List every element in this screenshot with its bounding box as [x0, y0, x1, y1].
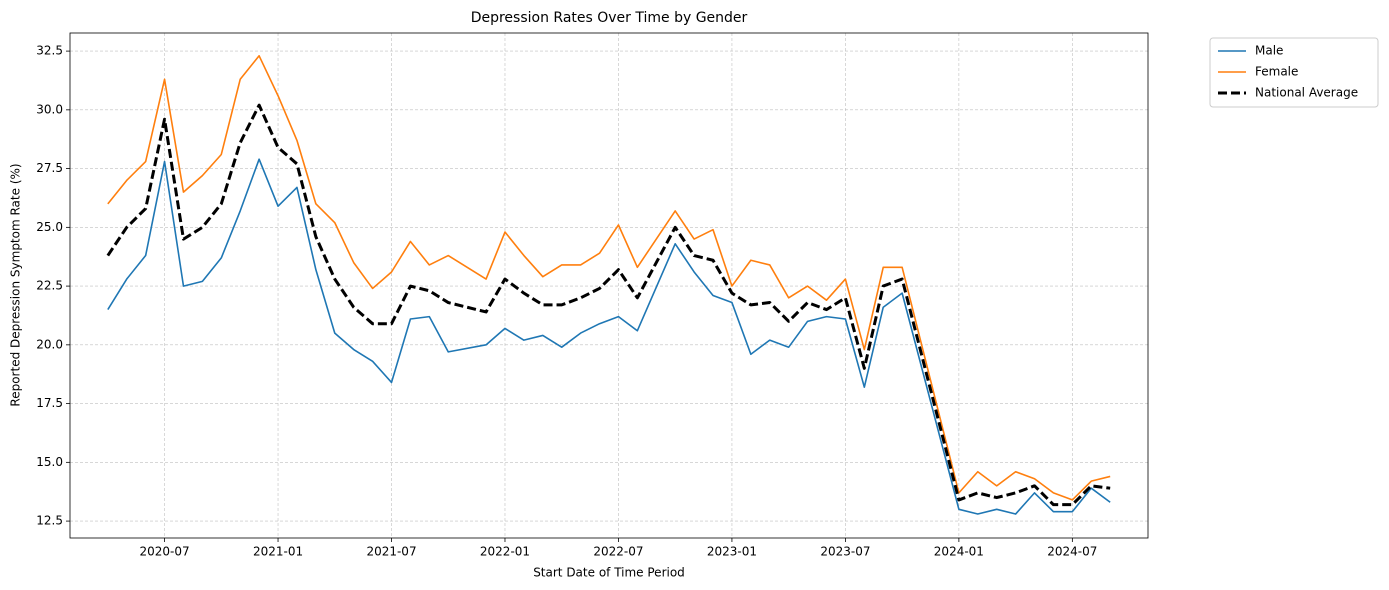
- x-tick-label: 2024-07: [1047, 545, 1097, 559]
- x-tick-label: 2022-07: [593, 545, 643, 559]
- lines: [106, 54, 1111, 515]
- y-tick-label: 25.0: [36, 220, 63, 234]
- y-tick-label: 17.5: [36, 396, 63, 410]
- x-tick-label: 2023-01: [707, 545, 757, 559]
- legend: Male Female National Average: [1209, 37, 1379, 108]
- y-axis-label: Reported Depression Symptom Rate (%): [9, 163, 23, 406]
- y-tick-label: 20.0: [36, 337, 63, 351]
- series-line: [107, 54, 1111, 501]
- x-axis-label: Start Date of Time Period: [533, 566, 685, 580]
- y-tick-label: 27.5: [36, 161, 63, 175]
- x-tick-label: 2021-07: [366, 545, 416, 559]
- legend-label: Male: [1255, 44, 1283, 58]
- y-tick-label: 15.0: [36, 455, 63, 469]
- y-tick-label: 22.5: [36, 279, 63, 293]
- plot-frame: [69, 32, 1149, 539]
- legend-label: National Average: [1255, 86, 1358, 100]
- x-tick-label: 2020-07: [139, 545, 189, 559]
- x-tick-label: 2021-01: [253, 545, 303, 559]
- chart-title: Depression Rates Over Time by Gender: [471, 10, 748, 26]
- grid: [70, 33, 1148, 538]
- series-line: [107, 158, 1111, 515]
- x-tick-label: 2024-01: [934, 545, 984, 559]
- legend-label: Female: [1255, 65, 1298, 79]
- x-tick-label: 2023-07: [820, 545, 870, 559]
- x-tick-label: 2022-01: [480, 545, 530, 559]
- y-tick-label: 12.5: [36, 514, 63, 528]
- y-tick-label: 30.0: [36, 102, 63, 116]
- y-tick-label: 32.5: [36, 44, 63, 58]
- legend-frame: [1209, 37, 1379, 108]
- series-line: [106, 103, 1111, 507]
